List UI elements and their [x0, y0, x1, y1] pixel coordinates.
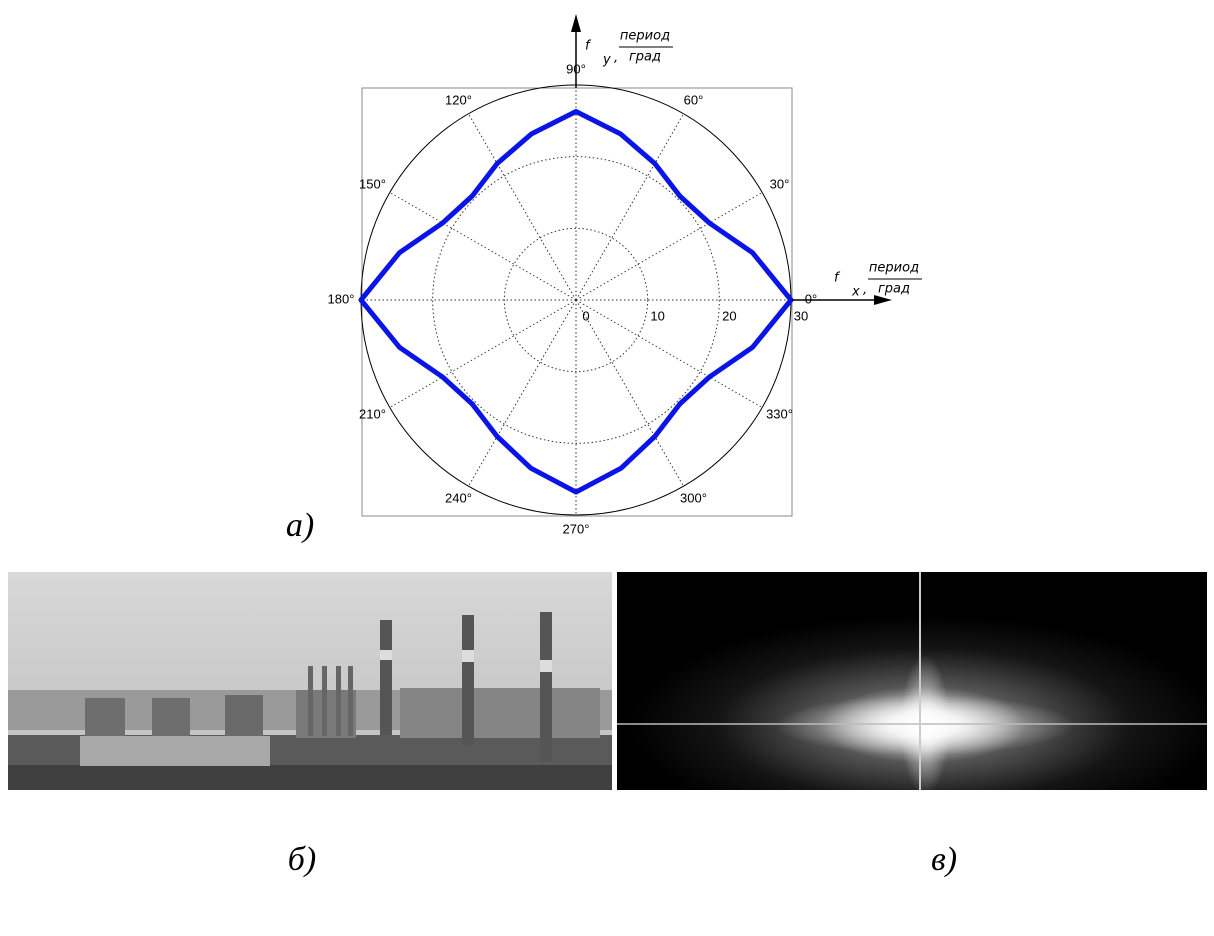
axis-separator: , [863, 283, 867, 298]
panel-label: в) [931, 841, 957, 878]
photo [8, 572, 612, 790]
r-tick-label: 10 [650, 308, 664, 323]
axis-subscript: y [602, 53, 611, 68]
plot-frame [362, 88, 792, 516]
angle-tick-label: 120° [445, 92, 472, 107]
angle-tick-label: 0° [805, 291, 817, 306]
panel-label: б) [288, 841, 316, 878]
arrowhead [874, 295, 892, 305]
panel-label: а) [286, 507, 314, 544]
angle-tick-label: 240° [445, 491, 472, 506]
figure: 0°30°60°90°120°150°180°210°240°270°300°3… [0, 0, 1214, 936]
axis-subscript: x [851, 285, 860, 300]
angle-tick-label: 30° [770, 176, 790, 191]
r-tick-label: 0 [582, 308, 589, 323]
angle-tick-label: 60° [684, 92, 704, 107]
arrowhead [571, 14, 581, 32]
angle-tick-label: 210° [359, 406, 386, 421]
spectrum-image [617, 572, 1207, 795]
axis-symbol: f [585, 39, 592, 54]
angle-tick-label: 330° [766, 406, 793, 421]
axis-separator: , [614, 51, 618, 66]
axis-unit-numerator: период [869, 261, 919, 276]
axis-symbol: f [834, 271, 841, 286]
axis-unit-denominator: град [878, 282, 910, 297]
axis-unit-numerator: период [620, 29, 670, 44]
angle-tick-label: 270° [563, 521, 590, 536]
axis-unit-denominator: град [629, 50, 661, 65]
r-tick-label: 20 [722, 308, 736, 323]
r-tick-label: 30 [794, 308, 808, 323]
angle-tick-label: 180° [328, 291, 355, 306]
angle-tick-label: 150° [359, 176, 386, 191]
angle-tick-label: 300° [680, 491, 707, 506]
